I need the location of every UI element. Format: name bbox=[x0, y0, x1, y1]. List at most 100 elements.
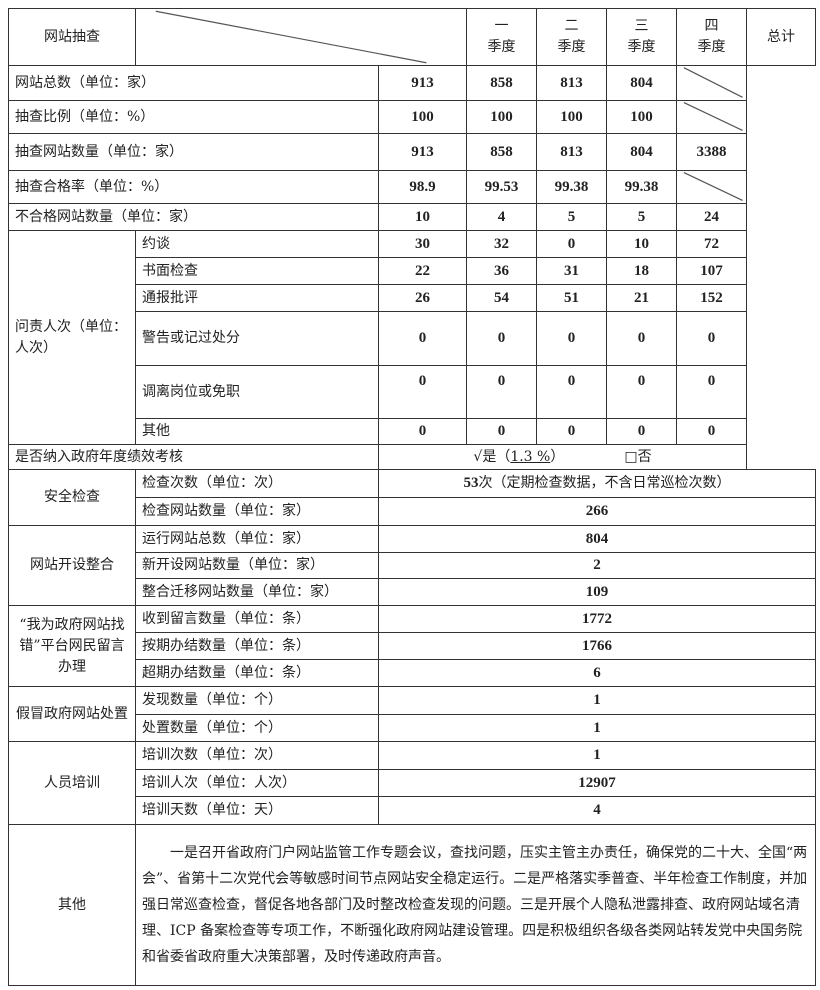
row-value: 53次（定期检查数据，不含日常巡检次数） bbox=[378, 469, 816, 498]
quarter-value: 5 bbox=[536, 203, 607, 231]
table-row: 安全检查 检查次数（单位：次） 53次（定期检查数据，不含日常巡检次数） bbox=[8, 469, 816, 526]
quarter-value: 99.53 bbox=[466, 170, 537, 204]
quarter-value: 804 bbox=[606, 65, 677, 101]
header-q4: 四季度 bbox=[676, 8, 747, 66]
quarter-value: 0 bbox=[536, 311, 607, 366]
diagonal-line bbox=[136, 9, 466, 65]
quarter-value: 0 bbox=[536, 418, 607, 445]
quarter-value: 913 bbox=[378, 65, 467, 101]
table-row: 网站开设整合 运行网站总数（单位：家） 804 bbox=[8, 525, 816, 606]
section-counterfeit: 假冒政府网站处置 bbox=[8, 686, 136, 742]
section-other: 其他 bbox=[8, 824, 136, 986]
row-label: 网站总数（单位：家） bbox=[8, 65, 379, 101]
row-label: 不合格网站数量（单位：家） bbox=[8, 203, 379, 231]
total-value: 24 bbox=[676, 203, 747, 231]
sub-label: 书面检查 bbox=[135, 257, 379, 285]
section-messages: “我为政府网站找错”平台网民留言办理 bbox=[8, 605, 136, 687]
total-empty-cell bbox=[676, 100, 747, 134]
row-value: 804 bbox=[378, 525, 816, 553]
row-label: 收到留言数量（单位：条） bbox=[135, 605, 379, 633]
quarter-value: 0 bbox=[466, 418, 537, 445]
quarter-value: 51 bbox=[536, 284, 607, 312]
table-row: 不合格网站数量（单位：家） 10 4 5 5 24 bbox=[8, 203, 816, 231]
section-training: 人员培训 bbox=[8, 741, 136, 825]
row-value: 1 bbox=[378, 686, 816, 715]
quarter-value: 0 bbox=[536, 230, 607, 258]
row-value: 1 bbox=[378, 714, 816, 742]
table-row: 整合迁移网站数量（单位：家） 109 bbox=[9, 578, 816, 606]
row-label: 检查网站数量（单位：家） bbox=[135, 497, 379, 526]
header-q3: 三季度 bbox=[606, 8, 677, 66]
quarter-value: 813 bbox=[536, 133, 607, 171]
row-label: 运行网站总数（单位：家） bbox=[135, 525, 379, 553]
quarter-value: 31 bbox=[536, 257, 607, 285]
row-value: 1 bbox=[378, 741, 816, 770]
section-security: 安全检查 bbox=[8, 469, 136, 526]
row-value: 109 bbox=[378, 578, 816, 606]
sub-label: 调离岗位或免职 bbox=[135, 365, 379, 419]
row-value: 1766 bbox=[378, 632, 816, 660]
table-row: 网站总数（单位：家） 913 858 813 804 bbox=[8, 65, 816, 101]
assessment-value: √是（1.3 %） □否 bbox=[378, 444, 747, 470]
row-label: 培训人次（单位：人次） bbox=[135, 769, 379, 797]
table-row: 检查网站数量（单位：家） 266 bbox=[9, 497, 816, 526]
row-label: 抽查网站数量（单位：家） bbox=[8, 133, 379, 171]
row-label: 抽查比例（单位：%） bbox=[8, 100, 379, 134]
table-row: 抽查网站数量（单位：家） 913 858 813 804 3388 bbox=[8, 133, 816, 171]
quarter-value: 100 bbox=[378, 100, 467, 134]
total-value: 0 bbox=[676, 418, 747, 445]
table-row: 其他 一是召开省政府门户网站监管工作专题会议，查找问题，压实主管主办责任，确保党的… bbox=[8, 824, 816, 986]
table-row: 抽查合格率（单位：%） 98.9 99.53 99.38 99.38 bbox=[8, 170, 816, 204]
table-row: 假冒政府网站处置 发现数量（单位：个） 1 bbox=[8, 686, 816, 742]
quarter-value: 0 bbox=[466, 365, 537, 419]
total-empty-cell bbox=[676, 65, 747, 101]
table-row: 问责人次（单位：人次） 约谈 30 32 0 10 72 bbox=[8, 230, 816, 445]
header-q2: 二季度 bbox=[536, 8, 607, 66]
table-row: 按期办结数量（单位：条） 1766 bbox=[9, 632, 816, 660]
row-value: 4 bbox=[378, 796, 816, 825]
quarter-value: 10 bbox=[606, 230, 677, 258]
quarter-value: 18 bbox=[606, 257, 677, 285]
section-inspection: 网站抽查 bbox=[8, 8, 136, 66]
total-value: 0 bbox=[676, 365, 747, 419]
table-row: 通报批评 26 54 51 21 152 bbox=[9, 284, 816, 312]
diagonal-line bbox=[677, 66, 746, 100]
quarter-value: 804 bbox=[606, 133, 677, 171]
quarter-value: 32 bbox=[466, 230, 537, 258]
row-label: 培训天数（单位：天） bbox=[135, 796, 379, 825]
total-value: 3388 bbox=[676, 133, 747, 171]
quarter-value: 0 bbox=[606, 418, 677, 445]
quarter-value: 858 bbox=[466, 65, 537, 101]
quarter-value: 813 bbox=[536, 65, 607, 101]
table-row: “我为政府网站找错”平台网民留言办理 收到留言数量（单位：条） 1772 bbox=[8, 605, 816, 687]
row-value: 1772 bbox=[378, 605, 816, 633]
row-label: 检查次数（单位：次） bbox=[135, 469, 379, 498]
yes-option: √是（ bbox=[473, 448, 511, 465]
table-row: 是否纳入政府年度绩效考核 √是（1.3 %） □否 bbox=[8, 444, 816, 470]
table-row: 人员培训 培训次数（单位：次） 1 bbox=[8, 741, 816, 825]
other-text: 一是召开省政府门户网站监管工作专题会议，查找问题，压实主管主办责任，确保党的二十… bbox=[135, 824, 816, 986]
total-value: 152 bbox=[676, 284, 747, 312]
quarter-value: 4 bbox=[466, 203, 537, 231]
total-value: 107 bbox=[676, 257, 747, 285]
quarter-value: 0 bbox=[606, 365, 677, 419]
website-report-table: 网站抽查 一季度 二季度 三季度 四季度 总计 网站总数（单位：家） 913 858… bbox=[8, 8, 816, 986]
quarter-value: 0 bbox=[606, 311, 677, 366]
header-q1: 一季度 bbox=[466, 8, 537, 66]
quarter-value: 21 bbox=[606, 284, 677, 312]
section-integration: 网站开设整合 bbox=[8, 525, 136, 606]
sub-label: 警告或记过处分 bbox=[135, 311, 379, 366]
row-label: 超期办结数量（单位：条） bbox=[135, 659, 379, 687]
row-label: 按期办结数量（单位：条） bbox=[135, 632, 379, 660]
table-row: 培训人次（单位：人次） 12907 bbox=[9, 769, 816, 797]
quarter-value: 0 bbox=[378, 311, 467, 366]
quarter-value: 0 bbox=[378, 365, 467, 419]
no-option: □否 bbox=[624, 448, 652, 465]
header-total: 总计 bbox=[746, 8, 816, 66]
table-row: 调离岗位或免职 0 0 0 0 0 bbox=[9, 365, 816, 419]
quarter-value: 100 bbox=[606, 100, 677, 134]
assessment-label: 是否纳入政府年度绩效考核 bbox=[8, 444, 379, 470]
row-label: 处置数量（单位：个） bbox=[135, 714, 379, 742]
quarter-value: 0 bbox=[536, 365, 607, 419]
sub-label: 通报批评 bbox=[135, 284, 379, 312]
